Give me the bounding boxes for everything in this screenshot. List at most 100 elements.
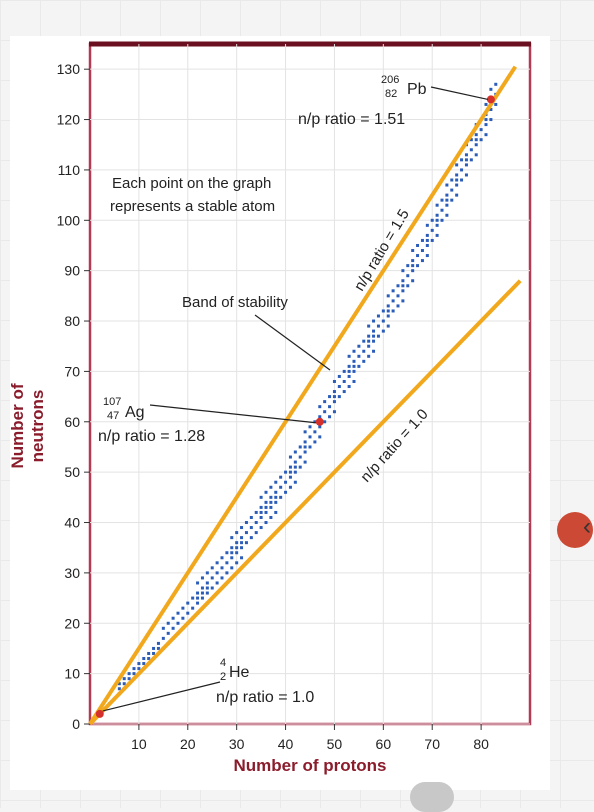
data-point xyxy=(172,627,175,630)
data-point xyxy=(465,158,468,161)
data-point xyxy=(475,153,478,156)
data-point xyxy=(485,103,488,106)
data-point xyxy=(245,521,248,524)
data-point xyxy=(357,345,360,348)
data-point xyxy=(196,581,199,584)
data-point xyxy=(206,592,209,595)
data-point xyxy=(123,682,126,685)
data-point xyxy=(230,551,233,554)
data-point xyxy=(357,365,360,368)
data-point xyxy=(343,370,346,373)
data-point xyxy=(455,163,458,166)
data-point xyxy=(401,279,404,282)
data-point xyxy=(338,375,341,378)
data-point xyxy=(133,667,136,670)
data-point xyxy=(348,375,351,378)
data-point xyxy=(353,380,356,383)
data-point xyxy=(201,587,204,590)
y-tick-label: 70 xyxy=(64,363,80,379)
data-point xyxy=(475,143,478,146)
data-point xyxy=(123,677,126,680)
x-tick-label: 40 xyxy=(278,736,294,752)
data-point xyxy=(304,440,307,443)
data-point xyxy=(357,355,360,358)
data-point xyxy=(206,571,209,574)
data-point xyxy=(240,546,243,549)
data-point xyxy=(367,355,370,358)
data-point xyxy=(137,662,140,665)
data-point xyxy=(167,622,170,625)
data-point xyxy=(225,561,228,564)
data-point xyxy=(260,511,263,514)
data-point xyxy=(157,642,160,645)
data-point xyxy=(328,415,331,418)
data-point xyxy=(445,184,448,187)
data-point xyxy=(431,239,434,242)
data-point xyxy=(167,632,170,635)
data-point xyxy=(147,652,150,655)
ag-ratio-label: n/p ratio = 1.28 xyxy=(98,428,205,445)
data-point xyxy=(294,481,297,484)
data-point xyxy=(289,476,292,479)
data-point xyxy=(294,471,297,474)
data-point xyxy=(450,199,453,202)
nuclear-stability-chart: 0 10 20 30 40 50 60 70 80 90 100 110 120 130 10 20 30 40 5… xyxy=(10,36,550,790)
data-point xyxy=(299,466,302,469)
data-point xyxy=(348,385,351,388)
data-point xyxy=(152,652,155,655)
data-point xyxy=(245,531,248,534)
data-point xyxy=(274,496,277,499)
chart-canvas: 010203040506070809010011012013010 20 30 40 5… xyxy=(10,36,550,790)
y-tick-label: 80 xyxy=(64,313,80,329)
y-tick-label: 40 xyxy=(64,515,80,531)
y-tick-label: 130 xyxy=(57,61,81,77)
data-point xyxy=(441,209,444,212)
data-point xyxy=(401,269,404,272)
data-point xyxy=(230,546,233,549)
data-point xyxy=(216,581,219,584)
x-tick-label: 20 xyxy=(180,736,196,752)
data-point xyxy=(397,304,400,307)
data-point xyxy=(309,425,312,428)
data-point xyxy=(416,264,419,267)
y-tick-label: 120 xyxy=(57,112,81,128)
data-point xyxy=(401,289,404,292)
data-point xyxy=(289,471,292,474)
data-point xyxy=(338,385,341,388)
data-point xyxy=(392,289,395,292)
x-tick-label: 60 xyxy=(376,736,392,752)
he-atomic-number: 2 xyxy=(220,671,226,683)
pb-atomic-number: 82 xyxy=(385,88,397,100)
data-point xyxy=(367,340,370,343)
data-point xyxy=(392,309,395,312)
data-point xyxy=(313,430,316,433)
data-point xyxy=(353,360,356,363)
data-point xyxy=(201,576,204,579)
data-point xyxy=(328,395,331,398)
data-point xyxy=(133,672,136,675)
data-point xyxy=(216,571,219,574)
data-point xyxy=(279,496,282,499)
graph-note-line-2: represents a stable atom xyxy=(110,198,275,215)
data-point xyxy=(426,254,429,257)
data-point xyxy=(172,617,175,620)
data-point xyxy=(230,566,233,569)
data-point xyxy=(196,592,199,595)
data-point xyxy=(387,315,390,318)
data-point xyxy=(485,118,488,121)
data-point xyxy=(265,511,268,514)
data-point xyxy=(255,511,258,514)
data-point xyxy=(450,179,453,182)
data-point xyxy=(401,284,404,287)
ag-mass-number: 107 xyxy=(103,396,121,408)
data-point xyxy=(343,380,346,383)
data-point xyxy=(353,365,356,368)
data-point xyxy=(460,158,463,161)
data-point xyxy=(255,531,258,534)
data-point xyxy=(372,350,375,353)
ag-atomic-number: 47 xyxy=(107,410,119,422)
data-point xyxy=(269,486,272,489)
data-point xyxy=(240,536,243,539)
data-point xyxy=(353,370,356,373)
chevron-left-icon[interactable]: ‹ xyxy=(583,513,591,541)
